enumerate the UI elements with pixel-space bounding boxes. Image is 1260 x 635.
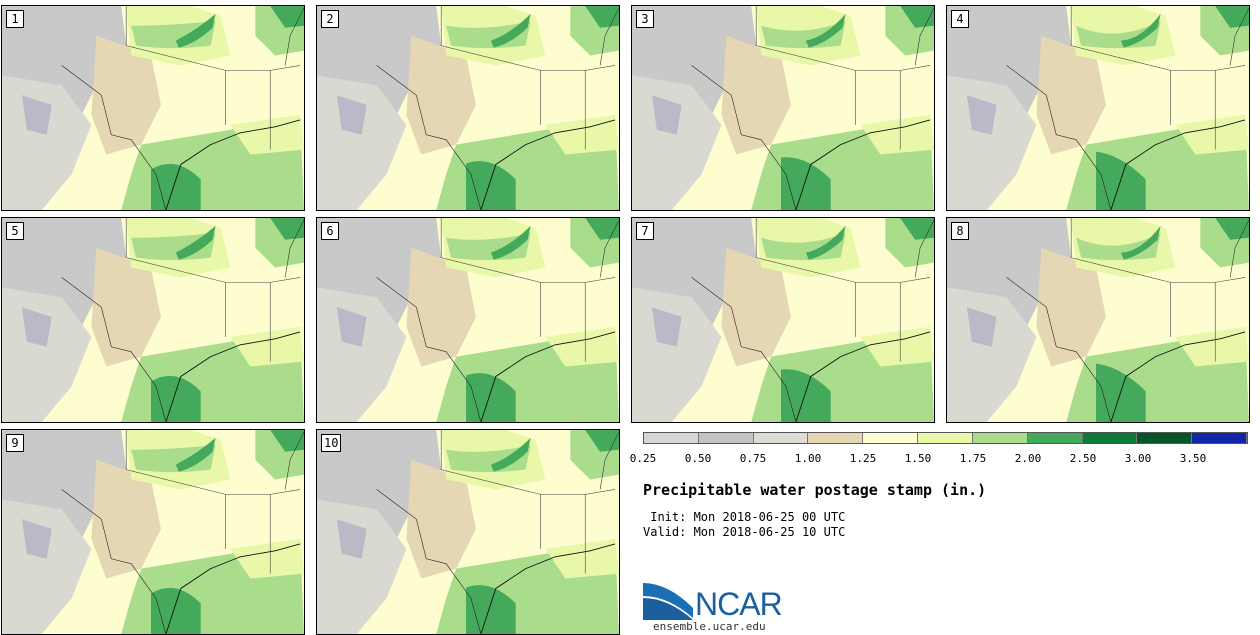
legend-tick-label: 1.00	[794, 452, 822, 465]
member-number-label: 1	[6, 10, 24, 28]
member-number-label: 6	[321, 222, 339, 240]
precipitable-water-map	[2, 430, 304, 634]
ensemble-member-stamp: 10	[316, 429, 620, 635]
legend-swatch	[972, 433, 1028, 443]
site-url[interactable]: ensemble.ucar.edu	[653, 620, 766, 633]
color-legend: 0.25 0.50 0.75 1.00 1.25 1.50 1.75 2.00 2.50 3.00…	[630, 432, 1248, 472]
ncar-logo: NCAR	[643, 578, 803, 623]
legend-swatch	[698, 433, 754, 443]
legend-tick-label: 3.50	[1179, 452, 1207, 465]
member-number-label: 9	[6, 434, 24, 452]
member-number-label: 4	[951, 10, 969, 28]
ensemble-member-stamp: 4	[946, 5, 1250, 211]
legend-tick-label: 1.50	[904, 452, 932, 465]
legend-tick-label: 2.00	[1014, 452, 1042, 465]
precipitable-water-map	[317, 6, 619, 210]
legend-tick-label: 1.75	[959, 452, 987, 465]
ensemble-member-stamp: 8	[946, 217, 1250, 423]
legend-swatch	[1082, 433, 1138, 443]
precipitable-water-map	[2, 6, 304, 210]
member-number-label: 3	[636, 10, 654, 28]
precipitable-water-map	[947, 6, 1249, 210]
precipitable-water-map	[947, 218, 1249, 422]
legend-swatch	[1137, 433, 1193, 443]
legend-swatch	[918, 433, 973, 443]
member-number-label: 8	[951, 222, 969, 240]
legend-tick-label: 3.00	[1124, 452, 1152, 465]
legend-swatch	[863, 433, 919, 443]
legend-swatch	[753, 433, 809, 443]
legend-tick-label: 0.75	[739, 452, 767, 465]
member-number-label: 7	[636, 222, 654, 240]
member-number-label: 10	[321, 434, 342, 452]
legend-tick-label: 2.50	[1069, 452, 1097, 465]
legend-tick-label: 0.25	[629, 452, 657, 465]
legend-swatch	[1027, 433, 1083, 443]
precipitable-water-map	[2, 218, 304, 422]
ncar-swoosh-icon	[643, 583, 693, 620]
legend-tick-label: 1.25	[849, 452, 877, 465]
ensemble-member-stamp: 9	[1, 429, 305, 635]
legend-swatch	[808, 433, 864, 443]
precipitable-water-map	[317, 430, 619, 634]
ensemble-member-stamp: 6	[316, 217, 620, 423]
legend-swatch	[1192, 433, 1247, 443]
precipitable-water-map	[632, 218, 934, 422]
precipitable-water-map	[632, 6, 934, 210]
ensemble-member-stamp: 1	[1, 5, 305, 211]
legend-tick-label: 0.50	[684, 452, 712, 465]
valid-time: Valid: Mon 2018-06-25 10 UTC	[643, 525, 846, 539]
ensemble-member-stamp: 3	[631, 5, 935, 211]
ensemble-member-stamp: 5	[1, 217, 305, 423]
member-number-label: 2	[321, 10, 339, 28]
ncar-logo-text: NCAR	[695, 586, 783, 622]
init-time: Init: Mon 2018-06-25 00 UTC	[643, 510, 846, 524]
ensemble-member-stamp: 7	[631, 217, 935, 423]
ensemble-member-stamp: 2	[316, 5, 620, 211]
member-number-label: 5	[6, 222, 24, 240]
precipitable-water-map	[317, 218, 619, 422]
legend-swatch	[644, 433, 699, 443]
legend-color-bar	[643, 432, 1248, 444]
plot-title: Precipitable water postage stamp (in.)	[643, 481, 987, 499]
